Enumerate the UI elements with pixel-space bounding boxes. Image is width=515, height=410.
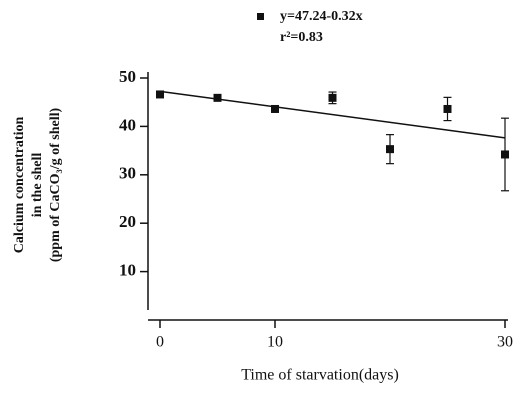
y-tick-label: 30 — [119, 164, 136, 183]
legend-marker — [257, 13, 264, 20]
point — [271, 104, 279, 113]
x-tick-label: 10 — [267, 334, 283, 351]
y-axis-label: in the shell — [30, 153, 45, 218]
x-tick-label: 0 — [156, 334, 164, 351]
r-squared: r²=0.83 — [280, 30, 323, 45]
y-axis-label: Calcium concentration — [12, 117, 27, 254]
fit-equation: y=47.24-0.32x — [280, 9, 363, 24]
point — [443, 104, 452, 113]
x-tick-label: 30 — [497, 334, 513, 351]
point — [213, 93, 222, 102]
y-tick-label: 10 — [119, 261, 136, 280]
point — [156, 90, 164, 99]
y-tick-label: 50 — [119, 67, 136, 86]
x-axis-label: Time of starvation(days) — [241, 367, 399, 384]
y-tick-label: 20 — [119, 212, 136, 231]
point — [386, 145, 394, 154]
point — [328, 93, 337, 102]
y-tick-label: 40 — [119, 115, 136, 134]
point — [501, 150, 509, 159]
y-axis-label: (ppm of CaCO₃/g of shell) — [48, 108, 63, 263]
